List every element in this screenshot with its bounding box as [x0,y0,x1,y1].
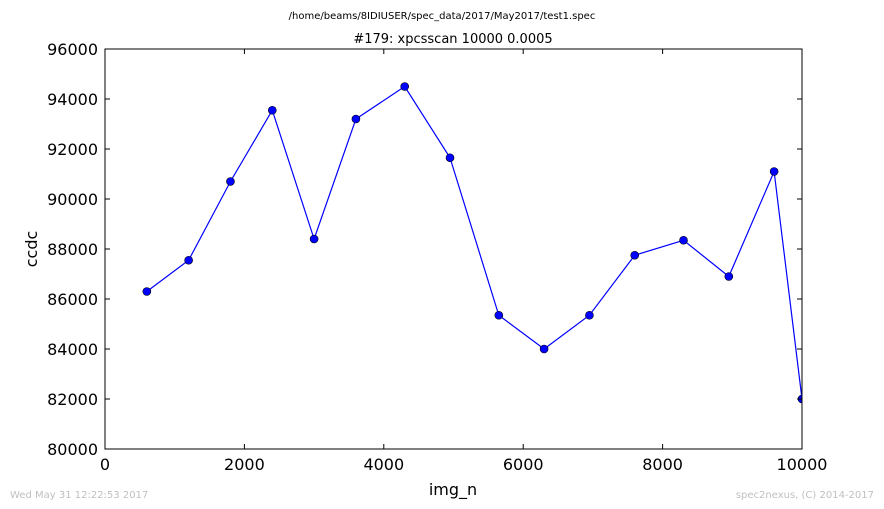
y-tick-label: 90000 [47,190,98,209]
chart-title: #179: xpcsscan 10000 0.0005 [353,32,552,47]
data-point [309,234,319,244]
data-point [585,310,594,320]
series-line [146,85,802,400]
x-tick-label: 10000 [777,455,828,474]
data-point [769,167,779,176]
plot-area: 0 2000 4000 6000 8000 10000 80000 82000 84000 860… [47,40,827,474]
y-tick-label: 80000 [47,440,98,459]
y-tick-label: 88000 [47,240,98,259]
y-tick-label: 86000 [47,290,98,309]
x-tick-label: 4000 [363,455,404,474]
data-point [539,344,549,354]
x-tick-label: 6000 [503,455,544,474]
data-point [400,82,410,91]
footer-timestamp: Wed May 31 12:22:53 2017 [10,490,148,501]
y-tick-label: 84000 [47,340,98,359]
data-point [142,287,152,296]
y-tick-label: 94000 [47,90,98,109]
data-point [226,177,235,186]
y-axis-label: ccdc [22,231,41,268]
data-point [184,255,193,265]
data-point [630,250,640,260]
x-tick-label: 8000 [642,455,683,474]
x-tick-label: 2000 [224,455,265,474]
y-tick-label: 96000 [47,40,98,59]
y-tick-label: 82000 [47,390,98,409]
data-point [724,272,734,281]
plot-frame [104,48,803,450]
data-point [679,235,688,245]
data-layer [142,82,802,404]
footer-credit: spec2nexus, (C) 2014-2017 [736,490,874,501]
data-point [494,310,504,320]
chart-suptitle: /home/beams/8IDIUSER/spec_data/2017/May2… [289,11,596,22]
data-point [267,105,277,115]
x-tick-label: 0 [100,455,110,474]
x-axis-label: img_n [429,480,477,500]
data-point [445,153,455,163]
y-tick-label: 92000 [47,140,98,159]
data-point [351,114,361,124]
